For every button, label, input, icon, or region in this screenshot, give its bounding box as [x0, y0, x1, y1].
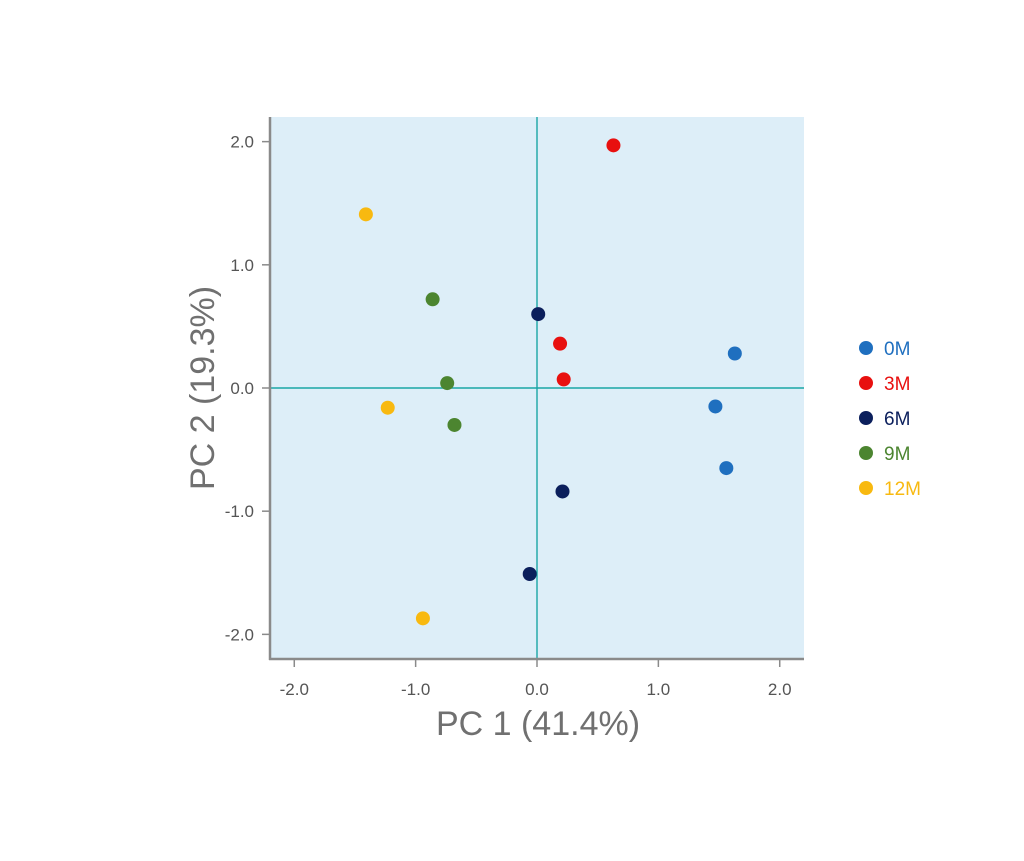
y-tick-label: 0.0: [230, 379, 254, 398]
data-point-12m: [358, 207, 373, 222]
y-tick-label: -1.0: [225, 502, 254, 521]
reference-lines: [270, 117, 804, 659]
legend-marker-9m: [859, 446, 873, 460]
legend-marker-6m: [859, 411, 873, 425]
data-point-3m: [606, 138, 621, 153]
data-point-9m: [425, 292, 440, 307]
legend-label-0m: 0M: [884, 339, 910, 360]
x-tick-label: 1.0: [647, 680, 671, 699]
legend-label-6m: 6M: [884, 409, 910, 430]
legend: 0M 3M 6M 9M 12M: [859, 339, 921, 500]
data-point-12m: [415, 611, 430, 626]
data-points: [358, 138, 742, 626]
y-tick-label: -2.0: [225, 625, 254, 644]
data-point-0m: [708, 399, 723, 414]
data-point-12m: [380, 400, 395, 415]
legend-marker-0m: [859, 341, 873, 355]
legend-marker-12m: [859, 481, 873, 495]
x-tick-label: -1.0: [401, 680, 430, 699]
data-point-9m: [447, 417, 462, 432]
data-point-9m: [440, 376, 455, 391]
ticks: -2.0 -1.0 0.0 1.0 2.0 -2.0 -1.0 0.0 1.0 2.0: [225, 133, 792, 699]
x-tick-label: 0.0: [525, 680, 549, 699]
data-point-6m: [522, 567, 537, 582]
data-point-3m: [556, 372, 571, 387]
legend-label-12m: 12M: [884, 479, 921, 500]
y-tick-label: 1.0: [230, 256, 254, 275]
y-axis-title: PC 2 (19.3%): [184, 286, 222, 490]
legend-marker-3m: [859, 376, 873, 390]
data-point-6m: [531, 307, 546, 322]
x-tick-label: 2.0: [768, 680, 792, 699]
data-point-0m: [719, 461, 734, 476]
data-point-3m: [553, 336, 568, 351]
data-point-6m: [555, 484, 570, 499]
x-axis-title: PC 1 (41.4%): [436, 705, 640, 743]
legend-label-9m: 9M: [884, 444, 910, 465]
legend-label-3m: 3M: [884, 374, 910, 395]
x-tick-label: -2.0: [280, 680, 309, 699]
data-point-0m: [727, 346, 742, 361]
y-tick-label: 2.0: [230, 133, 254, 152]
